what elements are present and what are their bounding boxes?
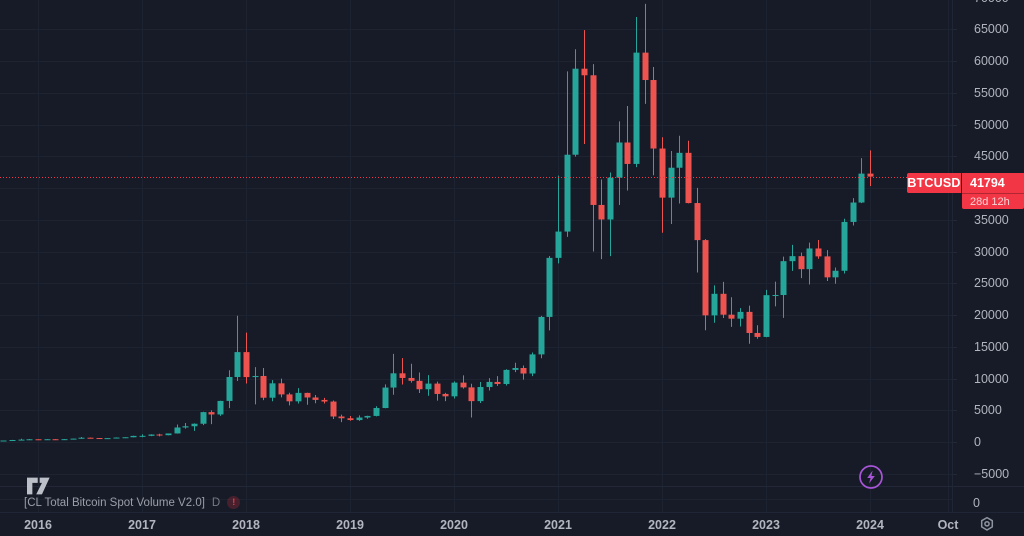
price-tick-label: −5000	[974, 467, 1010, 481]
timezone-settings-gear-icon[interactable]	[978, 515, 996, 533]
last-price-label-group: BTCUSD 41794 28d 12h	[907, 173, 1024, 209]
price-tick-label: 60000	[974, 54, 1009, 68]
time-tick-label: 2021	[544, 518, 572, 532]
price-tick-label: 35000	[974, 213, 1009, 227]
price-tick-label: 15000	[974, 340, 1009, 354]
price-tick-label: 20000	[974, 308, 1009, 322]
price-tick-label: 70000	[974, 0, 1009, 6]
time-tick-label: 2017	[128, 518, 156, 532]
indicator-timeframe: D	[211, 496, 221, 509]
price-tick-label: 30000	[974, 245, 1009, 259]
time-tick-label: 2019	[336, 518, 364, 532]
tradingview-logo-icon[interactable]	[27, 477, 50, 500]
time-tick-label: 2016	[24, 518, 52, 532]
time-tick-label: 2020	[440, 518, 468, 532]
price-axis[interactable]: 7000065000600005500050000450003500030000…	[952, 0, 1024, 512]
price-tick-label: 55000	[974, 86, 1009, 100]
indicator-legend[interactable]: [CL Total Bitcoin Spot Volume V2.0] D !	[24, 496, 241, 509]
bar-close-countdown: 28d 12h	[962, 193, 1024, 209]
warning-icon[interactable]: !	[227, 496, 241, 509]
price-tick-label: 50000	[974, 118, 1009, 132]
last-price-value[interactable]: 41794	[962, 173, 1024, 193]
time-axis[interactable]: 2016 2017 2018 2019 2020 2021 2022 2023 2024 Oct	[0, 512, 1024, 536]
lightning-bolt-button[interactable]	[858, 464, 884, 490]
indicator-name: [CL Total Bitcoin Spot Volume V2.0]	[24, 496, 205, 509]
symbol-label[interactable]: BTCUSD	[907, 173, 961, 193]
price-tick-label: 10000	[974, 372, 1009, 386]
time-tick-label: 2022	[648, 518, 676, 532]
time-tick-label: 2023	[752, 518, 780, 532]
price-tick-label: 45000	[974, 149, 1009, 163]
volume-zero-tick-label: 0	[973, 496, 980, 510]
price-tick-label: 0	[974, 435, 981, 449]
time-tick-label: 2018	[232, 518, 260, 532]
time-tick-label: 2024	[856, 518, 884, 532]
price-tick-label: 25000	[974, 276, 1009, 290]
price-tick-label: 65000	[974, 22, 1009, 36]
price-tick-label: 5000	[974, 403, 1002, 417]
time-tick-label: Oct	[937, 518, 959, 532]
